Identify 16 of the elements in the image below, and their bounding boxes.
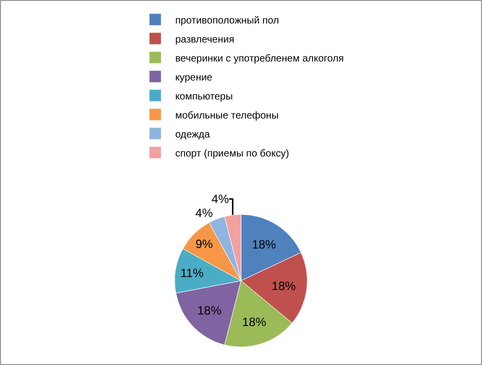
data-label: 9% xyxy=(196,237,214,252)
legend-label: мобильные телефоны xyxy=(175,110,279,122)
data-label: 4% xyxy=(212,192,230,206)
legend-label: компьютеры xyxy=(175,91,233,102)
legend-label: вечеринки с употребленем алкоголя xyxy=(175,53,344,64)
data-label: 18% xyxy=(197,303,222,318)
legend-label: развлечения xyxy=(175,34,234,46)
legend-label: спорт (приемы по боксу) xyxy=(175,148,290,160)
data-label: 18% xyxy=(242,314,267,329)
data-label: 18% xyxy=(252,237,276,252)
data-label: 4% xyxy=(195,206,214,220)
legend-label: одежда xyxy=(175,129,210,140)
data-label: 11% xyxy=(180,266,204,280)
data-label: 18% xyxy=(272,279,296,294)
legend-label: противоположный пол xyxy=(175,15,280,26)
legend-label: курение xyxy=(175,72,213,84)
